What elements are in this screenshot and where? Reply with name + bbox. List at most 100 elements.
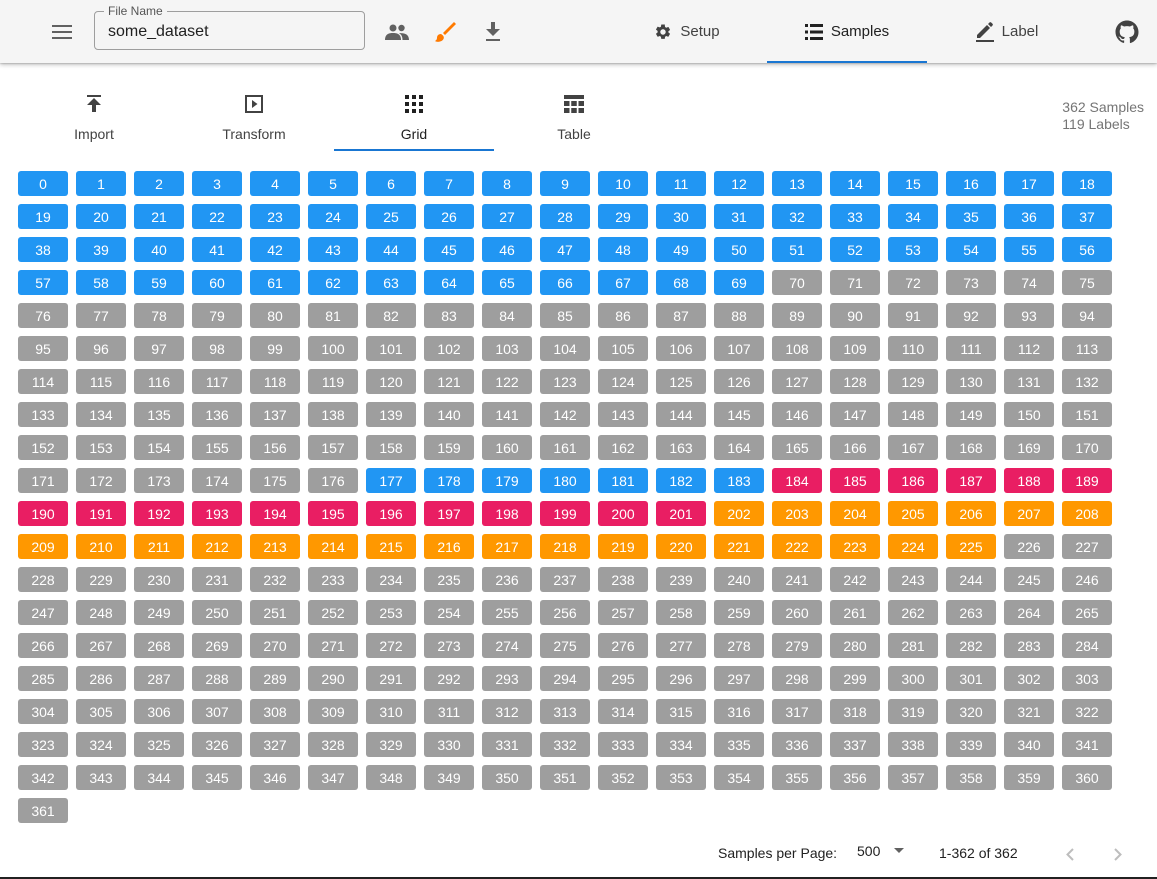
sample-cell-262[interactable]: 262	[888, 600, 938, 625]
sample-cell-135[interactable]: 135	[134, 402, 184, 427]
sample-cell-317[interactable]: 317	[772, 699, 822, 724]
sample-cell-71[interactable]: 71	[830, 270, 880, 295]
sample-cell-174[interactable]: 174	[192, 468, 242, 493]
sample-cell-192[interactable]: 192	[134, 501, 184, 526]
sample-cell-145[interactable]: 145	[714, 402, 764, 427]
sample-cell-141[interactable]: 141	[482, 402, 532, 427]
sample-cell-39[interactable]: 39	[76, 237, 126, 262]
sample-cell-207[interactable]: 207	[1004, 501, 1054, 526]
sample-cell-82[interactable]: 82	[366, 303, 416, 328]
sample-cell-348[interactable]: 348	[366, 765, 416, 790]
sample-cell-312[interactable]: 312	[482, 699, 532, 724]
sample-cell-285[interactable]: 285	[18, 666, 68, 691]
sample-cell-256[interactable]: 256	[540, 600, 590, 625]
sample-cell-318[interactable]: 318	[830, 699, 880, 724]
sample-cell-236[interactable]: 236	[482, 567, 532, 592]
sample-cell-163[interactable]: 163	[656, 435, 706, 460]
sample-cell-126[interactable]: 126	[714, 369, 764, 394]
sample-cell-243[interactable]: 243	[888, 567, 938, 592]
sample-cell-184[interactable]: 184	[772, 468, 822, 493]
sample-cell-105[interactable]: 105	[598, 336, 648, 361]
sample-cell-329[interactable]: 329	[366, 732, 416, 757]
sample-cell-325[interactable]: 325	[134, 732, 184, 757]
sample-cell-301[interactable]: 301	[946, 666, 996, 691]
sample-cell-100[interactable]: 100	[308, 336, 358, 361]
sample-cell-361[interactable]: 361	[18, 798, 68, 823]
sample-cell-31[interactable]: 31	[714, 204, 764, 229]
sample-cell-132[interactable]: 132	[1062, 369, 1112, 394]
sample-cell-322[interactable]: 322	[1062, 699, 1112, 724]
sample-cell-158[interactable]: 158	[366, 435, 416, 460]
sample-cell-223[interactable]: 223	[830, 534, 880, 559]
sample-cell-246[interactable]: 246	[1062, 567, 1112, 592]
sample-cell-41[interactable]: 41	[192, 237, 242, 262]
sample-cell-275[interactable]: 275	[540, 633, 590, 658]
sample-cell-291[interactable]: 291	[366, 666, 416, 691]
sample-cell-119[interactable]: 119	[308, 369, 358, 394]
sample-cell-142[interactable]: 142	[540, 402, 590, 427]
sample-cell-47[interactable]: 47	[540, 237, 590, 262]
sample-cell-171[interactable]: 171	[18, 468, 68, 493]
sample-cell-91[interactable]: 91	[888, 303, 938, 328]
sample-cell-217[interactable]: 217	[482, 534, 532, 559]
sample-cell-335[interactable]: 335	[714, 732, 764, 757]
sample-cell-228[interactable]: 228	[18, 567, 68, 592]
sample-cell-12[interactable]: 12	[714, 171, 764, 196]
sample-cell-216[interactable]: 216	[424, 534, 474, 559]
sample-cell-92[interactable]: 92	[946, 303, 996, 328]
sample-cell-197[interactable]: 197	[424, 501, 474, 526]
sample-cell-155[interactable]: 155	[192, 435, 242, 460]
sample-cell-276[interactable]: 276	[598, 633, 648, 658]
sample-cell-40[interactable]: 40	[134, 237, 184, 262]
brush-icon[interactable]	[425, 12, 465, 52]
sample-cell-230[interactable]: 230	[134, 567, 184, 592]
sample-cell-251[interactable]: 251	[250, 600, 300, 625]
sample-cell-78[interactable]: 78	[134, 303, 184, 328]
sample-cell-295[interactable]: 295	[598, 666, 648, 691]
people-icon[interactable]	[377, 12, 417, 52]
sample-cell-198[interactable]: 198	[482, 501, 532, 526]
sample-cell-180[interactable]: 180	[540, 468, 590, 493]
sample-cell-18[interactable]: 18	[1062, 171, 1112, 196]
sample-cell-289[interactable]: 289	[250, 666, 300, 691]
sample-cell-234[interactable]: 234	[366, 567, 416, 592]
sample-cell-54[interactable]: 54	[946, 237, 996, 262]
sample-cell-258[interactable]: 258	[656, 600, 706, 625]
sample-cell-86[interactable]: 86	[598, 303, 648, 328]
sample-cell-37[interactable]: 37	[1062, 204, 1112, 229]
sample-cell-300[interactable]: 300	[888, 666, 938, 691]
sample-cell-339[interactable]: 339	[946, 732, 996, 757]
sample-cell-354[interactable]: 354	[714, 765, 764, 790]
sample-cell-99[interactable]: 99	[250, 336, 300, 361]
sample-cell-169[interactable]: 169	[1004, 435, 1054, 460]
sample-cell-288[interactable]: 288	[192, 666, 242, 691]
sample-cell-7[interactable]: 7	[424, 171, 474, 196]
sample-cell-45[interactable]: 45	[424, 237, 474, 262]
sample-cell-98[interactable]: 98	[192, 336, 242, 361]
sample-cell-181[interactable]: 181	[598, 468, 648, 493]
sample-cell-270[interactable]: 270	[250, 633, 300, 658]
sample-cell-202[interactable]: 202	[714, 501, 764, 526]
sample-cell-176[interactable]: 176	[308, 468, 358, 493]
sample-cell-353[interactable]: 353	[656, 765, 706, 790]
sample-cell-265[interactable]: 265	[1062, 600, 1112, 625]
sample-cell-124[interactable]: 124	[598, 369, 648, 394]
sample-cell-28[interactable]: 28	[540, 204, 590, 229]
sample-cell-210[interactable]: 210	[76, 534, 126, 559]
sample-cell-103[interactable]: 103	[482, 336, 532, 361]
sample-cell-336[interactable]: 336	[772, 732, 822, 757]
sample-cell-134[interactable]: 134	[76, 402, 126, 427]
sample-cell-214[interactable]: 214	[308, 534, 358, 559]
sample-cell-75[interactable]: 75	[1062, 270, 1112, 295]
sample-cell-112[interactable]: 112	[1004, 336, 1054, 361]
sample-cell-167[interactable]: 167	[888, 435, 938, 460]
sample-cell-70[interactable]: 70	[772, 270, 822, 295]
sample-cell-279[interactable]: 279	[772, 633, 822, 658]
sample-cell-160[interactable]: 160	[482, 435, 532, 460]
sample-cell-233[interactable]: 233	[308, 567, 358, 592]
sample-cell-240[interactable]: 240	[714, 567, 764, 592]
sample-cell-23[interactable]: 23	[250, 204, 300, 229]
sample-cell-137[interactable]: 137	[250, 402, 300, 427]
sample-cell-222[interactable]: 222	[772, 534, 822, 559]
sample-cell-271[interactable]: 271	[308, 633, 358, 658]
